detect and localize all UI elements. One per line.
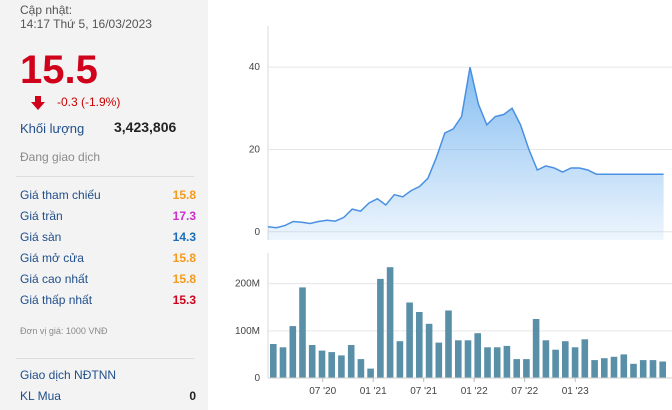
volume-bar (552, 349, 559, 378)
volume-bar (416, 312, 423, 378)
volume-bar (503, 345, 511, 378)
volume-bar (620, 354, 628, 378)
volume-bar (279, 347, 287, 378)
price-row-floor: Giá sàn 14.3 (20, 230, 196, 248)
price-row-label: Giá mở cửa (20, 251, 84, 265)
price-row-value: 15.8 (172, 188, 196, 202)
volume-bar (270, 344, 277, 378)
volume-bar (308, 345, 316, 378)
x-tick-label: 01 '22 (461, 386, 488, 397)
volume-bar (367, 368, 374, 378)
price-row-value: 15.8 (172, 272, 196, 286)
price-line (267, 67, 664, 229)
price-row-low: Giá thấp nhất 15.3 (20, 293, 196, 311)
quote-panel: Cập nhật: 14:17 Thứ 5, 16/03/2023 15.5 -… (0, 0, 208, 410)
volume-bar (328, 352, 335, 378)
price-row-reference: Giá tham chiếu 15.8 (20, 188, 196, 206)
volume-bar (601, 358, 608, 378)
price-volume-chart: 0 20 40 0 100M 200M 07 '20 01 '21 07 '21 01 '22 07… (235, 26, 672, 397)
divider (16, 358, 194, 359)
volume-bar (386, 267, 394, 378)
volume-bar (649, 360, 657, 378)
volume-bar (435, 342, 443, 378)
price-row-label: Giá cao nhất (20, 272, 89, 286)
volume-bar (445, 310, 452, 378)
foreign-buy-label: KL Mua (20, 389, 61, 403)
down-arrow-icon (31, 96, 45, 110)
trading-status: Đang giao dịch (20, 150, 101, 164)
volume-bar (406, 302, 413, 378)
volume-bar (610, 356, 618, 378)
volume-bar (377, 278, 384, 378)
price-row-label: Giá trần (20, 209, 63, 223)
volume-bar (532, 319, 540, 378)
price-row-label: Giá thấp nhất (20, 293, 93, 307)
volume-y-tick-label: 100M (235, 326, 260, 337)
area-y-tick-label: 0 (254, 227, 260, 238)
x-tick-label: 01 '23 (562, 386, 589, 397)
update-info: Cập nhật: 14:17 Thứ 5, 16/03/2023 (20, 3, 152, 31)
current-price: 15.5 (20, 48, 98, 92)
price-row-open: Giá mở cửa 15.8 (20, 251, 196, 269)
foreign-trading-title: Giao dịch NĐTNN (20, 368, 117, 382)
volume-bar (347, 345, 355, 378)
volume-bar (630, 363, 637, 378)
update-label: Cập nhật: (20, 3, 73, 17)
price-unit-note: Đơn vị giá: 1000 VNĐ (20, 326, 108, 336)
x-tick-label: 07 '20 (309, 386, 336, 397)
area-y-tick-label: 40 (249, 62, 261, 73)
x-tick-label: 07 '22 (511, 386, 538, 397)
divider (16, 176, 194, 177)
area-y-tick-label: 20 (249, 144, 261, 155)
volume-bar (396, 341, 404, 378)
price-row-value: 14.3 (172, 230, 196, 244)
volume-bar (493, 347, 501, 378)
volume-bar (338, 355, 345, 378)
volume-bar (455, 340, 462, 378)
price-change: -0.3 (-1.9%) (57, 95, 121, 109)
volume-bar (562, 341, 569, 378)
volume-bar (289, 326, 297, 378)
price-row-value: 15.3 (172, 293, 196, 307)
x-tick-label: 07 '21 (410, 386, 437, 397)
foreign-buy-row: KL Mua 0 (20, 389, 196, 407)
update-time: 14:17 Thứ 5, 16/03/2023 (20, 17, 152, 31)
volume-bar (474, 333, 481, 378)
price-area-fill (268, 67, 664, 240)
volume-y-tick-label: 200M (235, 279, 260, 290)
volume-y-tick-label: 0 (254, 373, 260, 384)
price-row-label: Giá tham chiếu (20, 188, 101, 202)
volume-bar (571, 347, 579, 378)
price-row-high: Giá cao nhất 15.8 (20, 272, 196, 290)
volume-bar (357, 359, 365, 378)
volume-bar (659, 361, 666, 378)
price-row-ceiling: Giá trần 17.3 (20, 209, 196, 227)
volume-bar (581, 339, 589, 378)
foreign-buy-value: 0 (189, 389, 196, 403)
volume-bar (464, 340, 472, 378)
volume-bar (542, 340, 550, 378)
volume-bar (299, 287, 306, 378)
volume-label: Khối lượng (20, 121, 85, 136)
volume-bar (318, 350, 326, 378)
price-row-label: Giá sàn (20, 230, 62, 244)
volume-bar (513, 359, 520, 378)
volume-value: 3,423,806 (114, 119, 177, 135)
x-tick-label: 01 '21 (360, 386, 387, 397)
price-row-value: 17.3 (172, 209, 196, 223)
volume-bar (484, 347, 491, 378)
volume-bar (523, 359, 530, 378)
volume-bar (425, 323, 433, 378)
volume-bar (639, 360, 647, 378)
price-row-value: 15.8 (172, 251, 196, 265)
volume-bar (591, 360, 598, 378)
